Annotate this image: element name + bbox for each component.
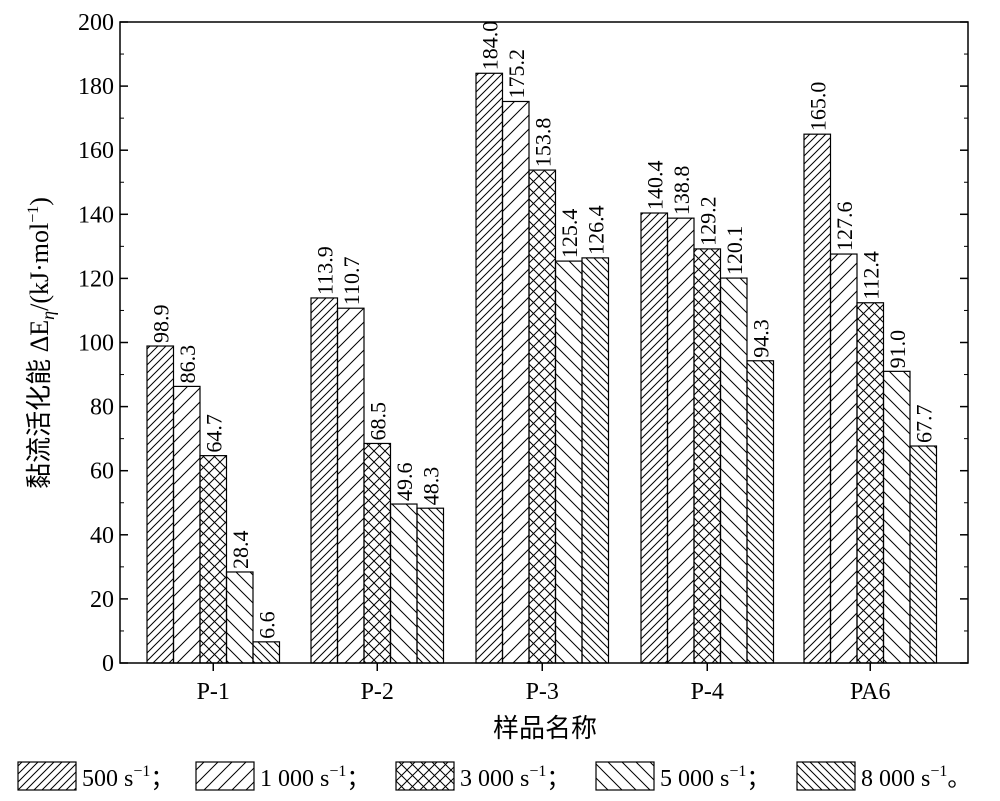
bar-p-1-series-3 [199,455,228,664]
y-tick-label: 20 [90,587,114,613]
y-tick-label: 40 [90,523,114,549]
bar-labels: 98.986.3 64.7 28.4 6.6 113.9 110.7 68.549.6 48.… [148,21,936,639]
bar-value-label: 112.4 [858,251,883,300]
y-tick-label: 160 [78,138,114,164]
legend: 500 s−1； 1 000 s−1； 3 000 s−1； 5 000 s−1； 8 … [17,761,971,792]
bar-p-3-series-5 [581,257,610,664]
bar-pa6-series-1 [803,133,832,664]
bar-value-label: 138.8 [669,166,694,216]
x-category-label: P-3 [526,679,559,705]
bar-value-label: 153.8 [530,118,555,168]
bar-value-label: 120.1 [722,226,747,276]
bar-p-1-series-2 [172,385,201,664]
y-tick-label: 100 [78,331,114,357]
bar-p-4-series-1 [640,212,669,664]
bar-value-label: 28.4 [228,530,253,569]
y-tick-label: 140 [78,202,114,228]
bar-value-label: 175.2 [504,49,529,99]
bar-pa6-series-2 [829,253,858,664]
bar-p-2-series-2 [336,307,365,664]
bar-p-2-series-1 [310,297,339,664]
bar-value-label: 110.7 [339,257,364,306]
bar-pa6-series-4 [882,370,911,664]
bar-p-3-series-2 [501,100,530,664]
legend-swatch [195,761,255,791]
bar-value-label: 113.9 [312,246,337,295]
y-tick-label: 200 [78,10,114,36]
bar-value-label: 184.0 [477,21,502,71]
bar-value-label: 48.3 [418,467,443,506]
legend-entry: 5 000 s−1； [660,763,770,792]
bar-value-label: 64.7 [201,414,226,453]
bar-p-3-series-4 [554,260,583,664]
bar-value-label: 91.0 [885,330,910,369]
x-axis-title: 样品名称 [493,714,597,743]
bar-value-label: 129.2 [695,196,720,246]
legend-entry: 8 000 s−1。 [861,763,971,792]
axes: 0 20 40 60 80 100 120 140 160 180 200 P-1 P-2 P-3 P-4 P… [78,10,969,705]
bar-pa6-series-3 [856,302,885,664]
bar-p-2-series-5 [416,507,445,664]
bar-p-2-series-4 [389,503,418,664]
x-category-label: P-2 [361,679,394,705]
legend-entry: 500 s−1； [82,763,174,792]
bar-value-label: 94.3 [748,319,773,358]
y-tick-label: 180 [78,74,114,100]
bar-p-4-series-2 [666,217,695,664]
legend-swatch [17,761,77,791]
x-category-label: P-1 [197,679,230,705]
bar-p-2-series-3 [363,442,392,664]
x-category-label: PA6 [850,679,890,705]
bar-value-label: 67.7 [911,405,936,444]
bar-value-label: 98.9 [148,305,173,344]
bar-value-label: 86.3 [175,345,200,384]
bar-p-1-series-1 [146,345,175,664]
legend-swatch [796,761,856,791]
y-axis-title: 黏流活化能 ΔEη/(kJ·mol−1) [25,197,58,489]
bar-value-label: 6.6 [254,611,279,639]
bar-pa6-series-5 [909,445,938,664]
x-category-label: P-4 [691,679,724,705]
bar-p-4-series-3 [693,248,722,664]
bar-p-4-series-4 [719,277,748,664]
bar-value-label: 125.4 [557,209,582,259]
legend-swatch [595,761,655,791]
bar-p-1-series-4 [225,571,254,664]
bar-value-label: 140.4 [642,161,667,211]
bar-value-label: 49.6 [392,463,417,502]
legend-swatch [395,761,455,791]
bar-p-4-series-5 [746,360,775,664]
y-tick-label: 0 [102,651,114,677]
y-tick-label: 60 [90,459,114,485]
bar-value-label: 68.5 [365,402,390,441]
bars [146,72,938,664]
bar-p-3-series-3 [528,169,557,664]
bar-value-label: 127.6 [832,202,857,252]
bar-p-1-series-5 [252,641,281,664]
legend-entry: 3 000 s−1； [460,763,570,792]
bar-value-label: 126.4 [583,205,608,255]
y-tick-label: 80 [90,395,114,421]
bar-value-label: 165.0 [805,82,830,132]
bar-p-3-series-1 [475,72,504,664]
legend-entry: 1 000 s−1； [260,763,370,792]
y-tick-label: 120 [78,266,114,292]
